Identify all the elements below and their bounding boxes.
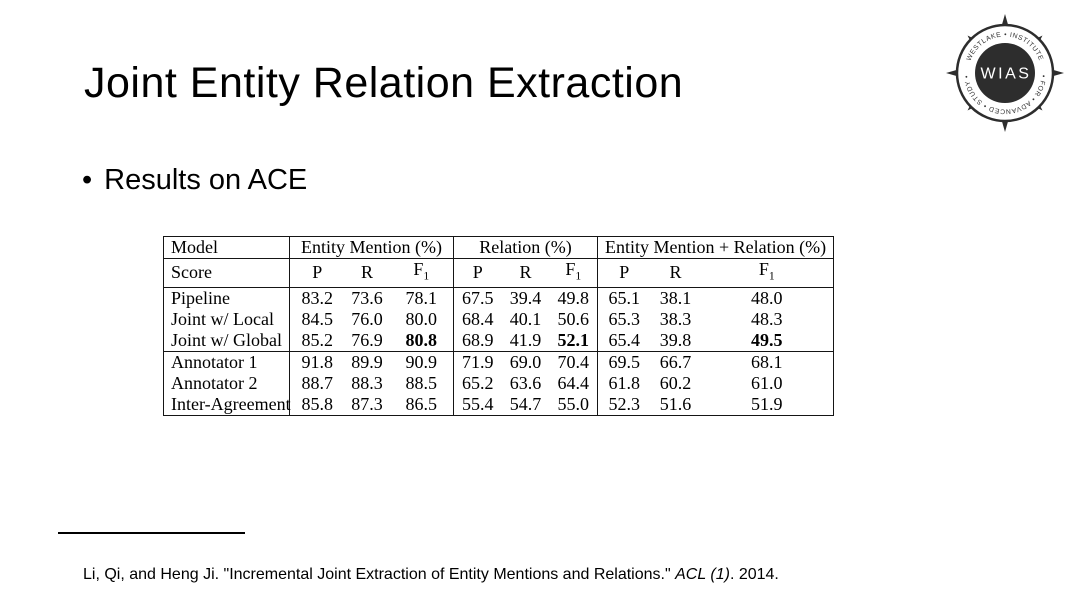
table-score-row: Score P R F1 P R F1 P R F1 <box>163 258 834 288</box>
table-cell: 87.3 <box>351 393 383 414</box>
table-cell: 91.8 <box>301 351 334 372</box>
table-cell: 48.0 <box>751 287 783 308</box>
citation: Li, Qi, and Heng Ji. "Incremental Joint … <box>83 565 779 584</box>
table-cell: 88.7 <box>301 372 334 393</box>
table-cell: 69.5 <box>608 351 641 372</box>
table-row: Pipeline 83.2 73.6 78.1 67.5 39.4 49.8 6… <box>163 287 834 309</box>
table-cell: 69.0 <box>509 351 542 372</box>
table-cell: 65.2 <box>462 372 494 393</box>
table-cell: 76.9 <box>344 329 390 352</box>
table-cell: 85.8 <box>301 393 334 414</box>
table-cell: 38.3 <box>659 308 692 329</box>
table-cell: 64.4 <box>549 372 599 394</box>
table-cell: 71.9 <box>462 351 494 372</box>
table-cell: 68.9 <box>453 329 502 352</box>
column-header-f1: F1 <box>700 258 834 288</box>
table-cell: 51.9 <box>751 393 783 414</box>
bullet-text: Results on ACE <box>104 164 308 196</box>
bullet-icon: • <box>82 164 93 196</box>
column-header-p: P <box>289 258 345 288</box>
table-row: Annotator 2 88.7 88.3 88.5 65.2 63.6 64.… <box>163 372 834 394</box>
table-row: Joint w/ Global 85.2 76.9 80.8 68.9 41.9… <box>163 329 834 352</box>
column-header-f1: F1 <box>389 258 454 288</box>
citation-venue: ACL (1) <box>675 566 730 583</box>
table-cell: 78.1 <box>389 287 454 309</box>
table-cell: 52.1 <box>549 329 599 352</box>
table-cell: 68.4 <box>462 308 494 329</box>
column-header-p: P <box>453 258 502 288</box>
table-row: Annotator 1 91.8 89.9 90.9 71.9 69.0 70.… <box>163 351 834 373</box>
table-cell: 55.4 <box>462 393 494 414</box>
table-cell: 49.5 <box>700 329 834 352</box>
column-header-r: R <box>344 258 390 288</box>
bullet-item: • Results on ACE <box>82 164 308 197</box>
model-cell: Joint w/ Local <box>163 308 290 330</box>
model-cell: Pipeline <box>163 287 290 309</box>
column-header-p: P <box>597 258 651 288</box>
table-cell: 41.9 <box>501 329 550 352</box>
table-cell: 66.7 <box>659 351 692 372</box>
column-group-entity-mention-relation: Entity Mention + Relation (%) <box>597 236 834 259</box>
table-cell: 40.1 <box>509 308 542 329</box>
table-cell: 80.0 <box>389 308 454 330</box>
table-cell: 89.9 <box>351 351 383 372</box>
wias-logo: WESTLAKE • INSTITUTE • FOR • ADVANCED • … <box>946 14 1064 132</box>
table-cell: 84.5 <box>301 308 334 329</box>
slide-title: Joint Entity Relation Extraction <box>84 59 684 107</box>
table-row: Joint w/ Local 84.5 76.0 80.0 68.4 40.1 … <box>163 308 834 330</box>
table-cell: 80.8 <box>389 329 454 352</box>
table-cell: 55.0 <box>549 393 599 416</box>
column-group-entity-mention: Entity Mention (%) <box>289 236 454 259</box>
table-cell: 54.7 <box>509 393 542 414</box>
table-cell: 52.3 <box>608 393 641 414</box>
citation-year: . 2014. <box>729 566 779 583</box>
table-cell: 83.2 <box>301 287 334 308</box>
model-cell: Annotator 2 <box>163 372 290 394</box>
table-cell: 48.3 <box>751 308 783 329</box>
table-cell: 65.1 <box>608 287 641 308</box>
citation-text: Li, Qi, and Heng Ji. "Incremental Joint … <box>83 566 676 583</box>
table-cell: 90.9 <box>389 351 454 373</box>
footnote-divider <box>58 532 245 534</box>
table-cell: 61.0 <box>751 372 783 393</box>
model-cell: Joint w/ Global <box>163 329 290 352</box>
table-cell: 65.3 <box>608 308 641 329</box>
column-header-f1: F1 <box>549 258 599 288</box>
table-cell: 88.5 <box>389 372 454 394</box>
table-cell: 63.6 <box>509 372 542 393</box>
model-cell: Annotator 1 <box>163 351 290 373</box>
table-cell: 85.2 <box>289 329 345 352</box>
table-cell: 50.6 <box>549 308 599 330</box>
column-header-r: R <box>650 258 701 288</box>
table-cell: 39.4 <box>509 287 542 308</box>
model-cell: Inter-Agreement <box>163 393 291 416</box>
logo-center-disc <box>975 43 1035 103</box>
column-header-score: Score <box>163 258 290 288</box>
table-cell: 70.4 <box>549 351 599 373</box>
table-row: Inter-Agreement 85.8 87.3 86.5 55.4 54.7… <box>163 393 834 416</box>
logo-center-text: WIAS <box>981 66 1032 83</box>
table-cell: 76.0 <box>351 308 383 329</box>
table-cell: 65.4 <box>597 329 651 352</box>
table-cell: 61.8 <box>608 372 641 393</box>
column-header-model: Model <box>163 236 290 259</box>
table-cell: 68.1 <box>751 351 783 372</box>
table-cell: 88.3 <box>351 372 383 393</box>
table-cell: 67.5 <box>462 287 494 308</box>
table-cell: 86.5 <box>389 393 454 416</box>
table-cell: 38.1 <box>659 287 692 308</box>
table-cell: 73.6 <box>351 287 383 308</box>
table-cell: 49.8 <box>549 287 599 309</box>
table-header-row: Model Entity Mention (%) Relation (%) En… <box>163 236 834 259</box>
results-table: Model Entity Mention (%) Relation (%) En… <box>163 236 835 416</box>
column-group-relation: Relation (%) <box>453 236 599 259</box>
table-cell: 60.2 <box>659 372 692 393</box>
table-cell: 39.8 <box>650 329 701 352</box>
table-cell: 51.6 <box>659 393 692 414</box>
column-header-r: R <box>501 258 550 288</box>
